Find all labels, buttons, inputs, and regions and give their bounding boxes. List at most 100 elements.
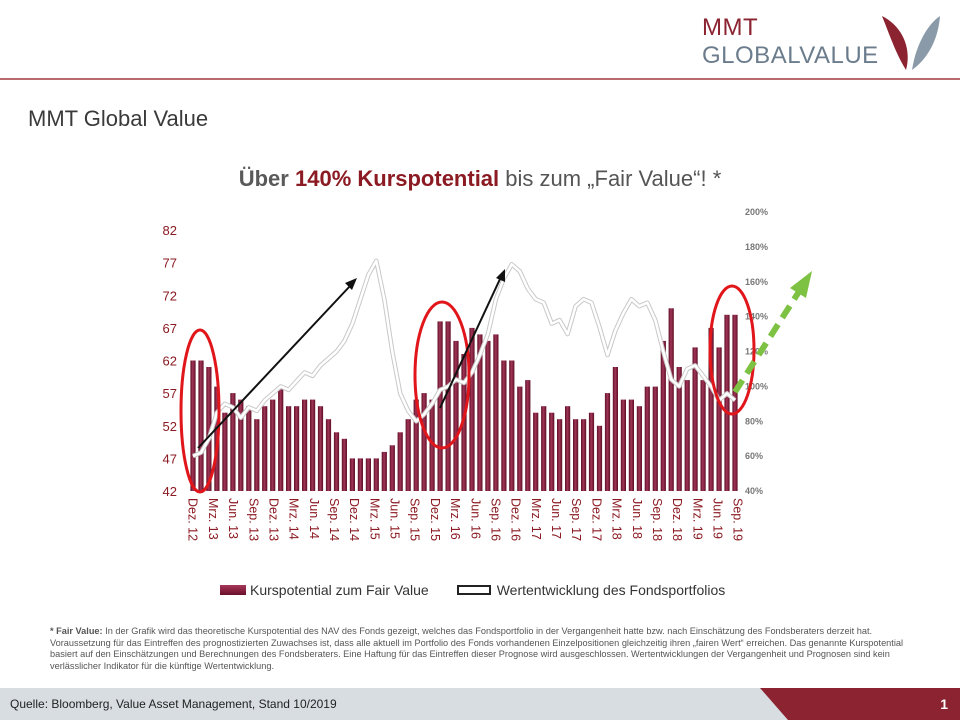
bar-mark: [286, 406, 292, 491]
bar-mark: [310, 399, 316, 491]
bar-mark: [588, 412, 595, 491]
footer-accent: [760, 688, 960, 720]
bar-series: [190, 308, 738, 492]
bar-mark: [445, 321, 451, 491]
headline-part-1: Über: [238, 166, 289, 191]
bar-mark: [660, 340, 666, 491]
bar-mark: [389, 445, 395, 491]
chart-legend: Kurspotential zum Fair Value Wertentwick…: [220, 582, 753, 598]
legend-item-line: Wertentwicklung des Fondsportfolios: [456, 582, 725, 598]
bar-mark: [596, 425, 603, 492]
bar-mark: [501, 360, 507, 491]
footnote-text: In der Grafik wird das theoretische Kurs…: [50, 626, 904, 671]
bar-mark: [724, 314, 730, 491]
x-tick-label: Mrz. 15: [367, 498, 381, 540]
bar-mark: [294, 406, 300, 491]
chart-headline: Über 140% Kurspotential bis zum „Fair Va…: [0, 166, 960, 192]
legend-bar-swatch: [220, 585, 246, 595]
bar-mark: [644, 386, 650, 491]
annotations: [179, 269, 812, 494]
page-number: 1: [940, 696, 948, 712]
left-tick-label: 57: [163, 386, 177, 401]
portfolio-line: [192, 259, 736, 458]
bar-mark: [341, 438, 347, 491]
bar-mark: [565, 406, 571, 491]
bar-mark: [421, 393, 427, 491]
bar-mark: [581, 419, 587, 491]
bar-mark: [732, 314, 738, 491]
right-tick-label: 200%: [745, 207, 768, 217]
disclaimer-footnote: * Fair Value: In der Grafik wird das the…: [50, 626, 910, 672]
bar-mark: [198, 360, 204, 491]
x-axis-ticks: Dez. 12 Mrz. 13 Jun. 13 Sep. 13 Dez. 13 Mrz. …: [186, 498, 745, 541]
trend-arrow-1-head: [345, 278, 357, 290]
bar-mark: [509, 360, 515, 491]
bar-mark: [668, 308, 674, 491]
bar-mark: [349, 458, 355, 491]
x-tick-label: Jun. 16: [468, 498, 482, 539]
bar-mark: [485, 340, 491, 491]
headline-part-3: bis zum „Fair Value“! *: [499, 166, 722, 191]
bar-mark: [708, 327, 714, 491]
bar-mark: [206, 367, 212, 491]
x-tick-label: Sep. 19: [731, 498, 745, 541]
bar-mark: [429, 399, 435, 491]
bar-mark: [493, 334, 499, 491]
bar-mark: [325, 419, 332, 491]
bar-mark: [700, 380, 706, 491]
x-tick-label: Sep. 15: [408, 498, 422, 541]
source-note: Quelle: Bloomberg, Value Asset Managemen…: [10, 697, 337, 711]
headline-part-2: 140% Kurspotential: [294, 166, 500, 191]
fair-value-chart: 42 47 52 57 62 67 72 77 82 40% 60% 80% 100% 120% 140%…: [163, 207, 812, 541]
x-tick-label: Mrz. 16: [448, 498, 462, 540]
highlight-ellipse-2: [413, 300, 471, 450]
left-tick-label: 47: [163, 451, 177, 466]
right-tick-label: 80%: [745, 416, 763, 426]
x-tick-label: Sep. 16: [489, 498, 503, 541]
left-tick-label: 82: [163, 223, 177, 238]
bar-mark: [262, 406, 268, 491]
x-tick-label: Jun. 14: [307, 498, 321, 539]
left-tick-label: 62: [163, 354, 177, 369]
bar-mark: [381, 451, 387, 491]
sail-logo-icon: [882, 16, 940, 70]
logo-line-1: MMT: [702, 14, 759, 41]
bar-mark: [477, 334, 483, 491]
bar-mark: [692, 347, 698, 491]
header-divider: [0, 78, 960, 80]
bar-mark: [254, 419, 260, 491]
projection-arrow: [732, 288, 803, 394]
bar-mark: [373, 458, 379, 491]
left-tick-label: 67: [163, 321, 177, 336]
x-tick-label: Sep. 17: [569, 498, 583, 541]
bar-mark: [222, 412, 228, 491]
x-tick-label: Mrz. 13: [206, 498, 220, 540]
bar-mark: [612, 367, 618, 491]
bar-mark: [357, 458, 363, 491]
bar-mark: [246, 406, 252, 491]
slide-title: MMT Global Value: [28, 106, 209, 131]
right-tick-label: 120%: [745, 347, 768, 357]
x-tick-label: Sep. 18: [650, 498, 664, 541]
bar-mark: [517, 386, 523, 491]
bar-mark: [573, 419, 579, 491]
trend-arrow-1: [197, 285, 351, 449]
bar-mark: [405, 419, 411, 491]
x-tick-label: Jun. 15: [388, 498, 402, 539]
bar-mark: [230, 393, 236, 491]
right-tick-label: 160%: [745, 277, 768, 287]
bar-mark: [628, 399, 634, 491]
left-axis-ticks: 42 47 52 57 62 67 72 77 82: [163, 223, 177, 499]
bar-mark: [549, 412, 555, 491]
left-tick-label: 52: [163, 419, 177, 434]
bar-mark: [413, 399, 419, 491]
x-tick-label: Jun. 13: [226, 498, 240, 539]
x-tick-label: Mrz. 18: [610, 498, 624, 540]
x-tick-label: Jun. 19: [711, 498, 725, 539]
footnote-label: * Fair Value:: [50, 626, 103, 636]
bar-mark: [684, 380, 690, 491]
legend-item-bars: Kurspotential zum Fair Value: [220, 582, 429, 598]
x-tick-label: Mrz. 19: [690, 498, 704, 540]
highlight-ellipse-1: [179, 328, 221, 494]
projection-arrow-head: [790, 271, 812, 298]
